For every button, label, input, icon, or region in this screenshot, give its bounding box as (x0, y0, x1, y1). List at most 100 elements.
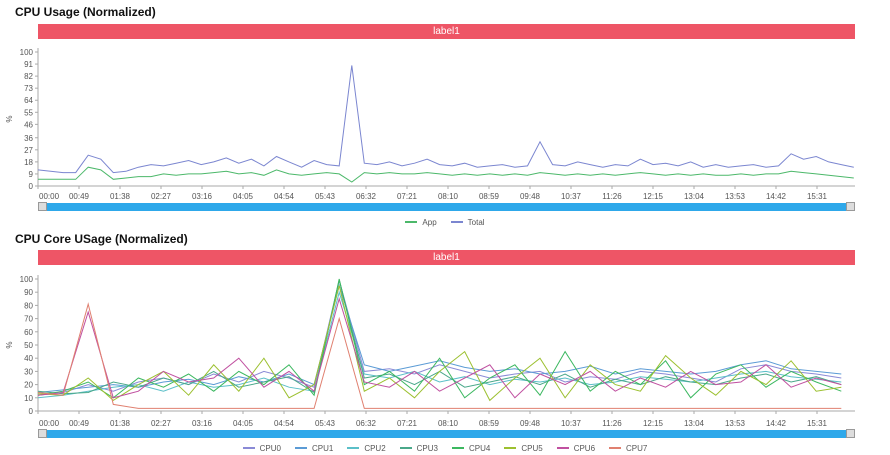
x-tick-label: 07:21 (397, 192, 418, 200)
legend-item-cpu7[interactable]: CPU7 (609, 444, 647, 453)
y-tick-label: 55 (24, 108, 33, 117)
x-tick-label: 04:05 (233, 419, 254, 428)
y-tick-label: 27 (24, 146, 33, 155)
x-tick-label: 12:15 (643, 419, 664, 428)
chart2-plot: % 0 10 20 30 40 50 60 70 80 90 100 00:00 00:49 01:38 02… (5, 275, 855, 428)
y-tick-label: 46 (24, 120, 33, 129)
series-line-app (38, 166, 854, 183)
y-tick-label: 82 (24, 72, 33, 81)
chart1-slider-handle-right[interactable] (846, 202, 855, 211)
legend-label: CPU0 (259, 443, 281, 453)
legend-label: CPU5 (521, 443, 543, 453)
x-tick-label: 09:48 (520, 419, 541, 428)
x-tick-label: 08:59 (479, 419, 500, 428)
chart1-zoom-slider[interactable] (38, 202, 855, 211)
legend-swatch (399, 447, 412, 449)
y-tick-label: 73 (24, 84, 33, 93)
y-tick-label: 91 (24, 60, 33, 69)
x-tick-label: 13:53 (725, 419, 746, 428)
chart1-title: CPU Usage (Normalized) (15, 5, 156, 19)
y-tick-label: 9 (29, 170, 34, 179)
x-tick-label: 00:49 (69, 419, 90, 428)
series-line-total (37, 65, 854, 174)
series-line-cpu7 (37, 302, 842, 409)
chart2-zoom-slider[interactable] (38, 429, 855, 438)
x-tick-label: 10:37 (561, 192, 582, 200)
y-tick-label: 20 (24, 381, 33, 390)
y-axis-label: % (5, 115, 14, 122)
legend-item-cpu5[interactable]: CPU5 (504, 443, 543, 453)
legend-label: App (422, 217, 437, 227)
legend-label: CPU6 (573, 443, 596, 453)
x-tick-label: 04:05 (233, 192, 254, 200)
legend-item-cpu4[interactable]: CPU4 (452, 444, 490, 453)
x-tick-label: 09:48 (520, 192, 541, 200)
x-tick-label: 00:00 (39, 419, 60, 428)
y-tick-label: 0 (29, 407, 34, 416)
legend-label: CPU2 (364, 443, 386, 453)
legend-label: CPU4 (469, 443, 491, 453)
x-tick-label: 13:04 (684, 192, 705, 200)
x-tick-label: 03:16 (192, 419, 213, 428)
x-tick-label: 11:26 (602, 419, 622, 428)
x-tick-label: 08:59 (479, 192, 500, 200)
x-tick-label: 00:00 (39, 192, 60, 200)
chart2-slider-handle-right[interactable] (846, 429, 855, 438)
series-line-cpu4 (37, 278, 842, 399)
x-tick-label: 06:32 (356, 192, 377, 200)
x-tick-label: 13:04 (684, 419, 705, 428)
legend-swatch (452, 447, 464, 449)
x-tick-label: 08:10 (438, 419, 459, 428)
x-tick-label: 00:49 (69, 192, 90, 200)
series-line-cpu2 (37, 290, 842, 399)
y-tick-label: 30 (24, 367, 33, 376)
legend-swatch (347, 447, 360, 449)
y-tick-label: 40 (24, 354, 33, 363)
x-tick-label: 01:38 (110, 419, 131, 428)
legend-item-cpu3[interactable]: CPU3 (399, 444, 438, 453)
y-tick-label: 50 (24, 341, 33, 350)
series-line-cpu1 (37, 283, 842, 393)
legend-item-cpu6[interactable]: CPU6 (556, 443, 596, 453)
chart1-legend: App Total (0, 216, 890, 227)
legend-swatch (556, 447, 569, 449)
x-tick-label: 13:53 (725, 192, 746, 200)
x-tick-label: 06:32 (356, 419, 377, 428)
legend-swatch (294, 447, 307, 449)
y-tick-label: 36 (24, 134, 33, 143)
y-tick-label: 100 (20, 48, 34, 57)
series-line-cpu5 (37, 285, 842, 402)
legend-item-cpu1[interactable]: CPU1 (294, 444, 333, 453)
y-tick-label: 100 (20, 275, 34, 284)
legend-item-cpu0[interactable]: CPU0 (242, 443, 281, 453)
y-tick-label: 0 (29, 182, 34, 191)
x-tick-label: 14:42 (766, 192, 787, 200)
chart2-title: CPU Core USage (Normalized) (15, 232, 188, 246)
y-tick-label: 80 (24, 301, 33, 310)
legend-swatch (242, 447, 255, 449)
legend-swatch (405, 221, 418, 223)
x-tick-label: 14:42 (766, 419, 787, 428)
legend-item-total[interactable]: Total (450, 218, 485, 227)
x-tick-label: 12:15 (643, 192, 664, 200)
legend-item-app[interactable]: App (405, 217, 437, 227)
y-tick-label: 90 (24, 288, 33, 297)
x-tick-label: 15:31 (807, 419, 828, 428)
y-tick-label: 10 (24, 394, 33, 403)
x-tick-label: 04:54 (274, 192, 295, 200)
chart2-banner: label1 (38, 250, 855, 265)
chart1-slider-handle-left[interactable] (38, 202, 47, 211)
x-tick-label: 05:43 (315, 419, 336, 428)
legend-swatch (609, 447, 622, 449)
x-tick-label: 05:43 (315, 192, 336, 200)
legend-item-cpu2[interactable]: CPU2 (347, 443, 386, 453)
chart2-legend: CPU0 CPU1 CPU2 CPU3 CPU4 CPU5 CPU6 CPU7 (0, 442, 890, 453)
y-tick-label: 64 (24, 96, 33, 105)
x-tick-label: 07:21 (397, 419, 418, 428)
x-tick-label: 02:27 (151, 192, 172, 200)
chart2-slider-handle-left[interactable] (38, 429, 47, 438)
series-line-cpu0 (37, 280, 842, 396)
legend-label: CPU7 (626, 443, 648, 453)
legend-swatch (504, 447, 517, 449)
x-tick-label: 03:16 (192, 192, 213, 200)
